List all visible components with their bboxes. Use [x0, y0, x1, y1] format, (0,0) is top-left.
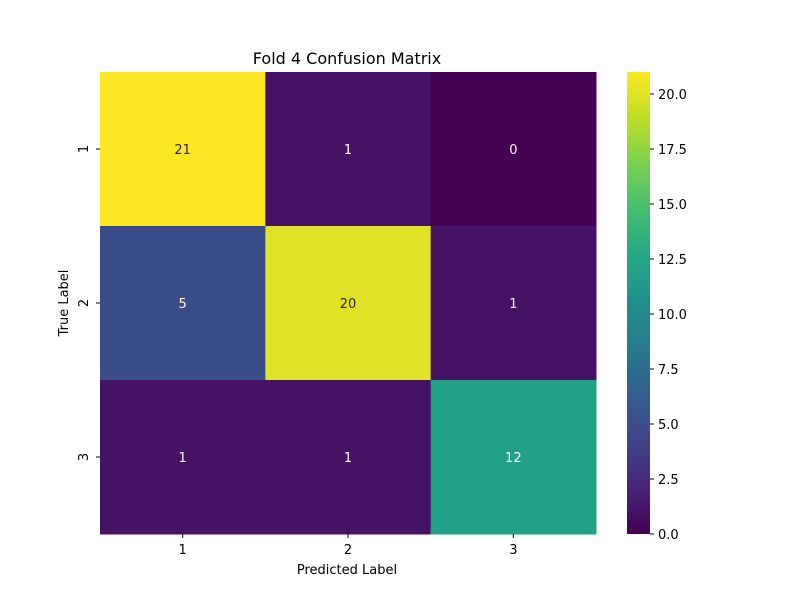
heatmap-cell	[265, 380, 432, 535]
chart-title: Fold 4 Confusion Matrix	[253, 49, 441, 68]
heatmap-cell	[430, 72, 597, 227]
cell-value-label: 1	[344, 143, 352, 158]
colorbar-tick-label: 15.0	[658, 198, 687, 213]
y-tick-label: 3	[77, 453, 92, 461]
y-axis-ticks: 1 2 3	[77, 145, 100, 461]
colorbar: 0.0 2.5 5.0 7.5 10.0 12.5 15.0 17.5 20.0	[627, 72, 687, 543]
cell-value-label: 0	[509, 143, 517, 158]
heatmap-cell	[430, 226, 597, 381]
y-axis-label: True Label	[57, 270, 72, 338]
colorbar-tick-label: 12.5	[658, 253, 687, 268]
colorbar-gradient	[627, 72, 650, 534]
cell-value-label: 5	[179, 297, 187, 312]
heatmap-cell	[265, 226, 432, 381]
heatmap-cell	[430, 380, 597, 535]
x-axis-label: Predicted Label	[297, 563, 397, 578]
x-tick-label: 1	[179, 543, 187, 558]
heatmap-cell	[100, 72, 266, 227]
y-tick-label: 2	[77, 299, 92, 307]
colorbar-tick-label: 20.0	[658, 88, 687, 103]
y-tick-label: 1	[77, 145, 92, 153]
colorbar-tick-label: 2.5	[658, 473, 679, 488]
heatmap-cell	[100, 380, 266, 535]
colorbar-tick-label: 7.5	[658, 363, 679, 378]
heatmap-cells: 21 1 0 5 20 1 1 1 12	[100, 72, 597, 535]
x-tick-label: 2	[344, 543, 352, 558]
cell-value-label: 20	[340, 297, 357, 312]
colorbar-tick-label: 17.5	[658, 143, 687, 158]
heatmap-cell	[100, 226, 266, 381]
colorbar-tick-label: 5.0	[658, 418, 679, 433]
cell-value-label: 1	[509, 297, 517, 312]
x-axis-ticks: 1 2 3	[179, 534, 517, 558]
cell-value-label: 1	[344, 451, 352, 466]
colorbar-tick-label: 10.0	[658, 308, 687, 323]
heatmap-cell	[265, 72, 432, 227]
cell-value-label: 21	[174, 143, 191, 158]
cell-value-label: 1	[179, 451, 187, 466]
cell-value-label: 12	[505, 451, 522, 466]
colorbar-tick-label: 0.0	[658, 528, 679, 543]
x-tick-label: 3	[509, 543, 517, 558]
